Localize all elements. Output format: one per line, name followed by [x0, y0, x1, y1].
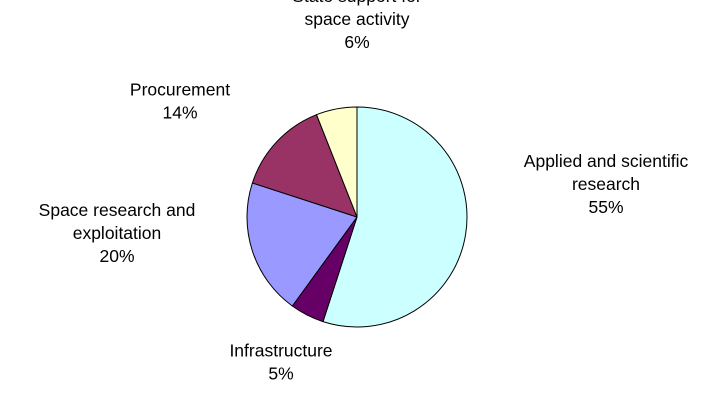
slice-labels: Applied and scientific research 55% Infrast… — [39, 0, 689, 384]
slice-percent: 5% — [268, 364, 293, 384]
slice-percent: 6% — [344, 32, 369, 52]
slice-label-line: research — [572, 174, 640, 194]
slice-state-support-for-space-activity — [316, 106, 358, 218]
slice-label-line: Procurement — [130, 80, 230, 100]
slice-percent: 55% — [588, 197, 623, 217]
slice-space-research-and-exploitation — [246, 182, 358, 307]
slice-percent: 14% — [162, 103, 197, 123]
pie-slices — [246, 106, 468, 328]
slice-label-line: State support for — [292, 0, 422, 6]
label-procurement: Procurement 14% — [130, 80, 230, 123]
label-applied-and-scientific-research: Applied and scientific research 55% — [524, 151, 689, 217]
label-state-support-for-space-activity: State support for space activity 6% — [292, 0, 422, 52]
slice-procurement — [251, 114, 358, 218]
slice-label-line: exploitation — [73, 223, 162, 243]
slice-label-line: Infrastructure — [229, 341, 332, 361]
slice-applied-and-scientific-research — [322, 106, 468, 328]
slice-label-line: Space research and — [39, 200, 196, 220]
slice-label-line: space activity — [304, 9, 409, 29]
slice-percent: 20% — [99, 246, 134, 266]
slice-label-line: Applied and scientific — [524, 151, 689, 171]
label-space-research-and-exploitation: Space research and exploitation 20% — [39, 200, 196, 266]
label-infrastructure: Infrastructure 5% — [229, 341, 332, 384]
